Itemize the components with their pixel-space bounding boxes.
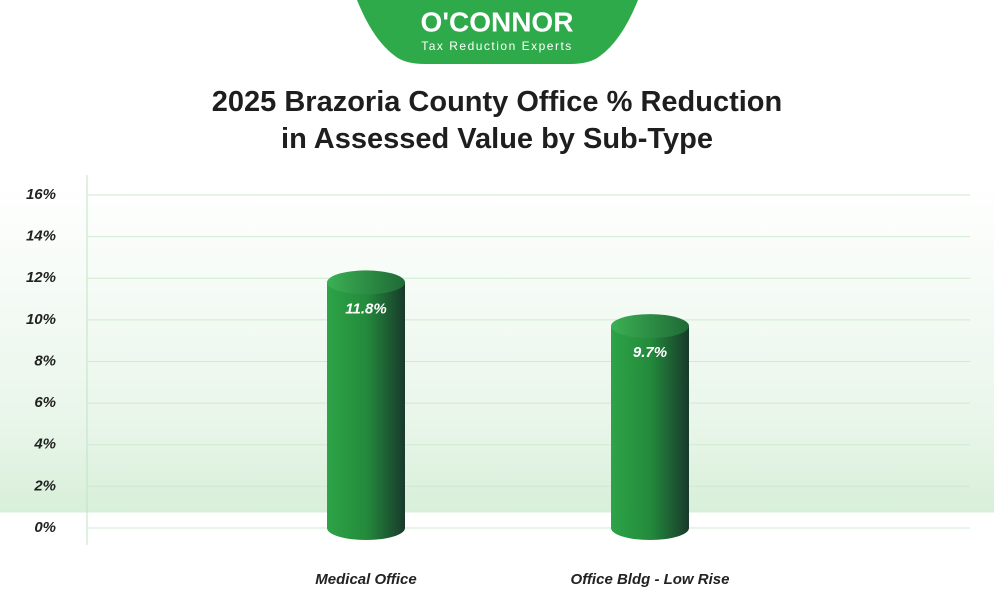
x-tick-label: Medical Office <box>315 571 416 588</box>
value-label: 11.8% <box>345 300 386 317</box>
y-tick-label: 2% <box>33 477 56 494</box>
y-tick-label: 14% <box>26 228 56 245</box>
logo-name: O'CONNOR <box>421 6 574 37</box>
y-tick-label: 12% <box>26 269 56 286</box>
bar-top <box>327 270 405 295</box>
bar <box>611 326 689 528</box>
bar-top <box>611 314 689 339</box>
y-tick-label: 16% <box>26 186 56 203</box>
x-tick-label: Office Bldg - Low Rise <box>571 571 730 588</box>
y-tick-label: 0% <box>34 519 56 536</box>
y-tick-label: 4% <box>33 436 56 453</box>
value-label: 9.7% <box>633 344 667 361</box>
chart-title: 2025 Brazoria County Office % Reduction … <box>211 86 783 155</box>
logo-badge <box>357 0 638 64</box>
logo-tagline: Tax Reduction Experts <box>421 39 573 53</box>
bar <box>327 282 405 528</box>
y-tick-label: 6% <box>34 394 56 411</box>
y-tick-label: 10% <box>26 311 56 328</box>
y-tick-label: 8% <box>34 352 56 369</box>
